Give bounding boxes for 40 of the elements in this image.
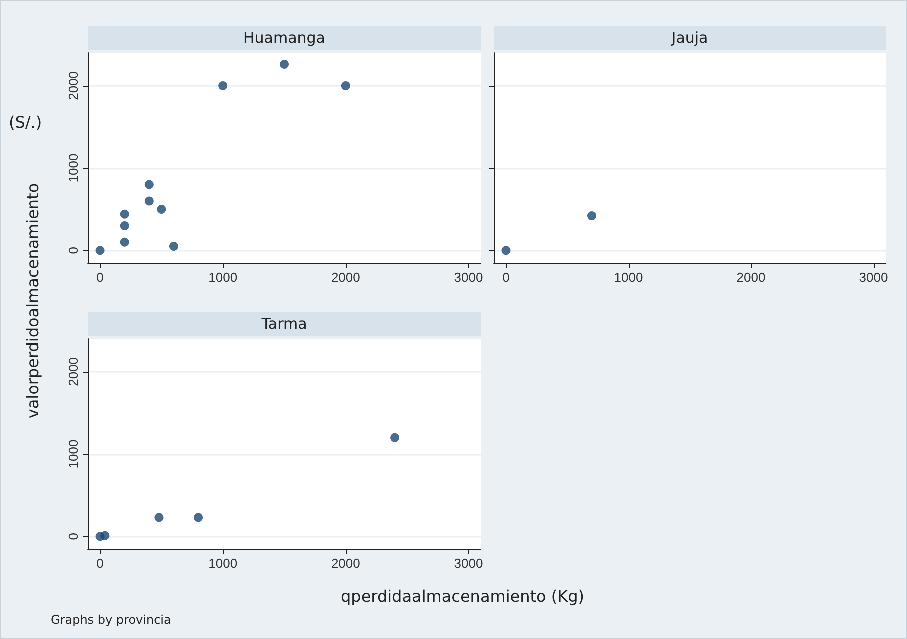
y-tick-label: 2000: [66, 357, 81, 386]
point: [120, 210, 130, 219]
point: [169, 242, 178, 252]
x-tick-label: 3000: [454, 270, 484, 285]
point: [194, 513, 204, 522]
point: [154, 513, 164, 522]
x-tick-label: 3000: [859, 270, 888, 285]
point: [341, 81, 350, 90]
x-tick-label: 2000: [331, 556, 360, 571]
y-tick-label: 2000: [66, 71, 81, 100]
y-tick-label: 0: [66, 533, 81, 540]
text: (S/.): [9, 113, 42, 132]
point: [96, 246, 105, 256]
x-tick-label: 0: [96, 556, 104, 571]
point: [390, 433, 400, 442]
point: [144, 180, 154, 190]
x-axis-title: qperdidaalmacenamiento (Kg): [341, 587, 585, 606]
point: [100, 531, 110, 540]
x-tick-label: 3000: [454, 556, 484, 571]
x-tick-label: 1000: [208, 556, 238, 571]
point: [120, 221, 130, 230]
x-tick-label: 0: [502, 270, 510, 285]
point: [120, 238, 130, 247]
x-tick-label: 2000: [331, 270, 360, 285]
y-tick-label: 1000: [66, 154, 81, 183]
y-tick-label: 0: [66, 247, 81, 254]
y-tick-label: 1000: [66, 440, 81, 469]
text: Graphs by provincia: [51, 613, 172, 627]
x-tick-label: 2000: [736, 270, 766, 285]
point: [280, 60, 289, 70]
y-axis-title: valorperdidoalmacenamiento: [24, 183, 42, 419]
point: [218, 81, 228, 90]
x-tick-label: 1000: [614, 270, 644, 285]
chart-title: Jauja: [670, 29, 708, 47]
point: [157, 204, 166, 214]
x-tick-label: 1000: [208, 270, 238, 285]
point: [144, 196, 154, 206]
chart-title: Huamanga: [243, 29, 326, 47]
x-tick-label: 0: [96, 270, 104, 285]
chart-title: Tarma: [260, 315, 308, 333]
